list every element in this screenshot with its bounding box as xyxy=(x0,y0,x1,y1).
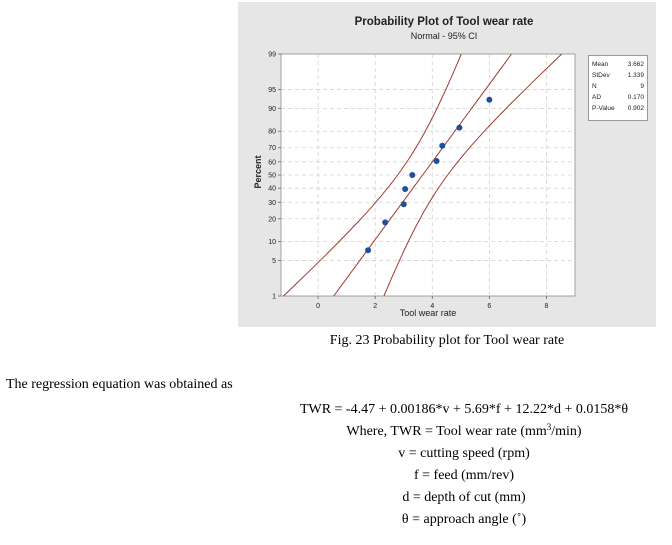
y-tick-label: 90 xyxy=(268,106,276,113)
stat-label: AD xyxy=(592,94,602,101)
data-points-layer xyxy=(365,96,493,254)
data-point xyxy=(486,96,493,103)
data-point xyxy=(439,142,446,149)
regression-equation: TWR = -4.47 + 0.00186*v + 5.69*f + 12.22… xyxy=(299,402,629,417)
stat-label: Mean xyxy=(592,61,609,68)
equation-block: TWR = -4.47 + 0.00186*v + 5.69*f + 12.22… xyxy=(0,399,672,531)
data-point xyxy=(400,201,407,208)
y-tick-label: 5 xyxy=(272,258,276,265)
data-point xyxy=(409,172,416,178)
definition-approach-angle: θ = approach angle (˚) xyxy=(401,512,527,527)
y-tick-label: 80 xyxy=(268,129,276,136)
y-tick-label: 30 xyxy=(268,200,276,207)
data-point xyxy=(382,219,389,226)
ci-band-right xyxy=(383,54,563,296)
chart-title: Probability Plot of Tool wear rate xyxy=(355,16,534,28)
x-tick-label: 8 xyxy=(545,303,549,310)
definition-depth-of-cut: d = depth of cut (mm) xyxy=(402,490,526,505)
y-tick-label: 40 xyxy=(268,186,276,193)
stat-row: AD 0.170 xyxy=(592,92,644,103)
definition-feed: f = feed (mm/rev) xyxy=(413,468,515,483)
chart-subtitle: Normal - 95% CI xyxy=(411,31,478,41)
y-tick-label: 50 xyxy=(268,173,276,180)
stat-value: 0.902 xyxy=(627,105,644,112)
y-tick-label: 60 xyxy=(268,159,276,166)
x-axis-label: Tool wear rate xyxy=(400,308,457,318)
intro-text: The regression equation was obtained as xyxy=(6,377,233,392)
x-tick-label: 4 xyxy=(430,303,434,310)
where-definition: Where, TWR = Tool wear rate (mm3/min) xyxy=(0,421,672,443)
figure-caption: Fig. 23 Probability plot for Tool wear r… xyxy=(329,333,565,348)
definition-cutting-speed: v = cutting speed (rpm) xyxy=(398,446,530,461)
x-tick-label: 0 xyxy=(316,303,320,310)
where-unit: /min) xyxy=(551,424,582,439)
y-tick-label: 10 xyxy=(268,239,276,246)
data-point xyxy=(456,124,463,131)
stat-label: P-Value xyxy=(592,105,615,112)
stat-row: Mean 3.662 xyxy=(592,59,644,70)
grid-layer xyxy=(281,54,575,296)
fit-lines-layer xyxy=(283,54,563,296)
probability-plot-svg: Probability Plot of Tool wear rate Norma… xyxy=(253,16,576,318)
where-superscript: 3 xyxy=(546,422,552,432)
data-point xyxy=(433,158,440,165)
y-axis-label: Percent xyxy=(253,155,263,188)
ci-band-left xyxy=(283,54,462,296)
fit-line xyxy=(333,54,512,296)
stat-value: 3.662 xyxy=(627,61,644,68)
stat-label: StDev xyxy=(592,72,610,79)
y-tick-label: 1 xyxy=(272,294,276,301)
stat-value: 0.170 xyxy=(627,94,644,101)
probability-plot-figure: Probability Plot of Tool wear rate Norma… xyxy=(238,2,656,327)
y-tick-label: 95 xyxy=(268,87,276,94)
axis-layer: 1 5 10 20 30 40 50 60 70 80 90 95 99 0 2 4 6 8 xyxy=(268,52,548,311)
stat-value: 9 xyxy=(640,83,644,90)
stat-row: P-Value 0.902 xyxy=(592,103,644,114)
y-tick-label: 20 xyxy=(268,216,276,223)
statistics-legend: Mean 3.662 StDev 1.339 N 9 AD 0.170 P-Value 0.902 xyxy=(588,55,648,121)
y-tick-label: 99 xyxy=(268,52,276,59)
x-tick-label: 6 xyxy=(487,303,491,310)
x-tick-label: 2 xyxy=(373,303,377,310)
where-text: Where, TWR = Tool wear rate (mm xyxy=(346,424,547,439)
data-point xyxy=(402,185,409,192)
stat-row: StDev 1.339 xyxy=(592,70,644,81)
stat-label: N xyxy=(592,83,597,90)
stat-value: 1.339 xyxy=(627,72,644,79)
y-tick-label: 70 xyxy=(268,145,276,152)
data-point xyxy=(365,247,372,254)
